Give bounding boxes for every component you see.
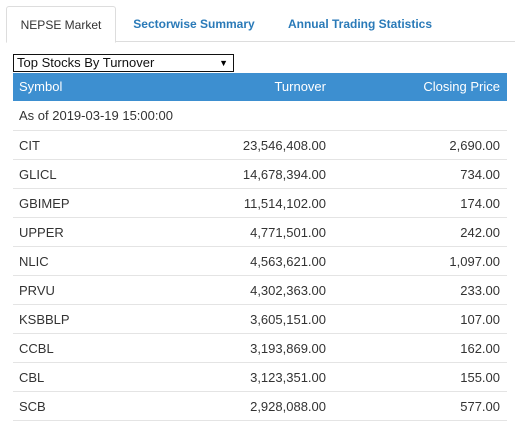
cell-turnover: 3,605,151.00 (250, 312, 326, 327)
table-row: KSBBLP 3,605,151.00 107.00 (13, 305, 507, 334)
tab-annual-trading-statistics[interactable]: Annual Trading Statistics (272, 6, 448, 42)
header-turnover: Turnover (274, 79, 326, 94)
stock-list-select[interactable]: Top Stocks By Turnover ▼ (13, 54, 234, 72)
tab-nepse-market[interactable]: NEPSE Market (6, 6, 116, 43)
cell-turnover: 4,302,363.00 (250, 283, 326, 298)
cell-turnover: 11,514,102.00 (243, 196, 326, 211)
cell-symbol: GLICL (19, 167, 57, 182)
cell-closing-price: 174.00 (460, 196, 500, 211)
cell-closing-price: 155.00 (460, 370, 500, 385)
dropdown-arrow-icon[interactable]: ▼ (219, 58, 228, 68)
table-row: GBIMEP 11,514,102.00 174.00 (13, 189, 507, 218)
header-closing-price: Closing Price (423, 79, 500, 94)
cell-symbol: PRVU (19, 283, 55, 298)
cell-turnover: 4,771,501.00 (250, 225, 326, 240)
stock-list-select-value: Top Stocks By Turnover (17, 55, 155, 70)
market-tabs: NEPSE Market Sectorwise Summary Annual T… (6, 6, 515, 43)
table-row: GLICL 14,678,394.00 734.00 (13, 160, 507, 189)
table-row: CIT 23,546,408.00 2,690.00 (13, 131, 507, 160)
cell-closing-price: 233.00 (460, 283, 500, 298)
cell-turnover: 23,546,408.00 (242, 138, 326, 153)
cell-turnover: 14,678,394.00 (242, 167, 326, 182)
tab-nepse-market-label: NEPSE Market (20, 18, 102, 32)
top-stocks-table: Symbol Turnover Closing Price As of 2019… (13, 73, 507, 421)
table-row: SCB 2,928,088.00 577.00 (13, 392, 507, 421)
cell-closing-price: 734.00 (460, 167, 500, 182)
table-header: Symbol Turnover Closing Price (13, 73, 507, 101)
cell-symbol: CCBL (19, 341, 54, 356)
cell-closing-price: 242.00 (460, 225, 500, 240)
table-row: CBL 3,123,351.00 155.00 (13, 363, 507, 392)
tab-annual-trading-statistics-label: Annual Trading Statistics (287, 17, 433, 31)
cell-closing-price: 162.00 (460, 341, 500, 356)
cell-turnover: 2,928,088.00 (250, 399, 326, 414)
table-body: CIT 23,546,408.00 2,690.00 GLICL 14,678,394.… (13, 131, 507, 421)
tab-sectorwise-summary-label: Sectorwise Summary (133, 17, 255, 31)
tab-sectorwise-summary[interactable]: Sectorwise Summary (128, 6, 260, 42)
table-row: CCBL 3,193,869.00 162.00 (13, 334, 507, 363)
cell-turnover: 3,123,351.00 (250, 370, 326, 385)
cell-symbol: SCB (19, 399, 46, 414)
cell-symbol: UPPER (19, 225, 64, 240)
cell-symbol: GBIMEP (19, 196, 70, 211)
cell-turnover: 3,193,869.00 (250, 341, 326, 356)
cell-closing-price: 107.00 (460, 312, 500, 327)
as-of-timestamp: As of 2019-03-19 15:00:00 (13, 101, 507, 131)
cell-closing-price: 2,690.00 (449, 138, 500, 153)
table-row: UPPER 4,771,501.00 242.00 (13, 218, 507, 247)
table-row: PRVU 4,302,363.00 233.00 (13, 276, 507, 305)
table-row: NLIC 4,563,621.00 1,097.00 (13, 247, 507, 276)
cell-symbol: NLIC (19, 254, 49, 269)
cell-closing-price: 577.00 (460, 399, 500, 414)
cell-turnover: 4,563,621.00 (250, 254, 326, 269)
cell-symbol: KSBBLP (19, 312, 70, 327)
cell-symbol: CIT (19, 138, 40, 153)
header-symbol: Symbol (19, 79, 63, 94)
cell-closing-price: 1,097.00 (449, 254, 500, 269)
cell-symbol: CBL (19, 370, 45, 385)
